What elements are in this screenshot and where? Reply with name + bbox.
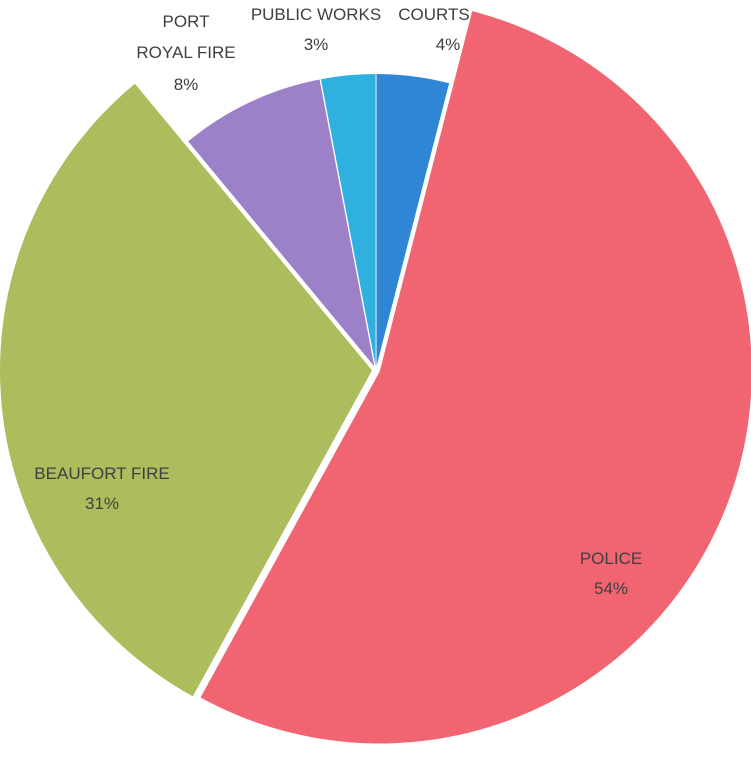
slice-label-port-royal-fire: PORT ROYAL FIRE [136,12,235,62]
slice-label-courts: COURTS [398,5,469,24]
pie-slice-beaufort-fire [0,83,373,697]
pie-slice-public-works [320,74,376,367]
slice-percent-courts: 4% [436,35,461,54]
slice-percent-port-royal-fire: 8% [174,75,199,94]
slice-label-police: POLICE [580,549,642,568]
slice-label-beaufort-fire: BEAUFORT FIRE [34,464,169,483]
pie-labels: COURTS 4% POLICE 54% BEAUFORT FIRE 31% P… [34,5,642,598]
pie-slice-police [200,11,751,744]
pie-slices [0,11,751,744]
pie-slice-port-royal-fire [188,79,375,367]
slice-percent-beaufort-fire: 31% [85,494,119,513]
slice-percent-public-works: 3% [304,35,329,54]
slice-percent-police: 54% [594,579,628,598]
slice-label-public-works: PUBLIC WORKS [251,5,381,24]
pie-slice-courts [376,74,450,367]
